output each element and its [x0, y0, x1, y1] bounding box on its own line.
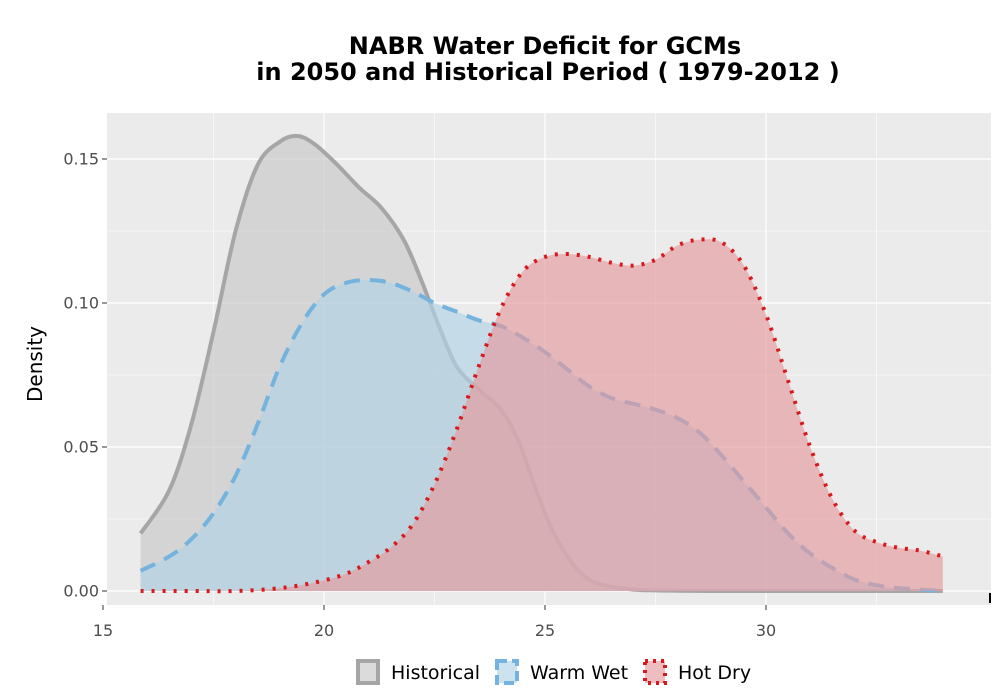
legend-swatch-warm-wet	[495, 659, 519, 685]
legend-label-warm-wet: Warm Wet	[530, 662, 628, 684]
legend-item-hot-dry: Hot Dry	[643, 659, 751, 685]
y-tick-label: 0.00	[63, 582, 99, 601]
legend-label-historical: Historical	[391, 662, 480, 684]
y-axis: 0.00 0.05 0.10 0.15	[63, 150, 107, 601]
legend-item-warm-wet: Warm Wet	[495, 659, 628, 685]
y-axis-title: Density	[23, 326, 47, 402]
x-tick-label: 15	[93, 621, 113, 640]
legend-swatch-hot-dry	[643, 659, 667, 685]
x-tick-label: 25	[535, 621, 555, 640]
area-hot-dry	[140, 239, 943, 592]
legend: Historical Warm Wet Hot Dry	[356, 659, 751, 685]
x-axis: 15 20 25 30	[93, 593, 991, 640]
legend-label-hot-dry: Hot Dry	[678, 662, 751, 684]
y-tick-label: 0.05	[63, 438, 99, 457]
chart-title-line2: in 2050 and Historical Period ( 1979-201…	[256, 58, 839, 86]
legend-item-historical: Historical	[356, 659, 480, 685]
density-areas	[138, 133, 944, 594]
legend-swatch-historical	[356, 659, 380, 685]
x-tick-label: 20	[314, 621, 334, 640]
chart-title-line1: NABR Water Deficit for GCMs	[349, 32, 741, 60]
y-tick-label: 0.10	[63, 294, 99, 313]
x-tick-label: 30	[756, 621, 776, 640]
y-tick-label: 0.15	[63, 150, 99, 169]
line-hot-dry	[140, 237, 944, 594]
